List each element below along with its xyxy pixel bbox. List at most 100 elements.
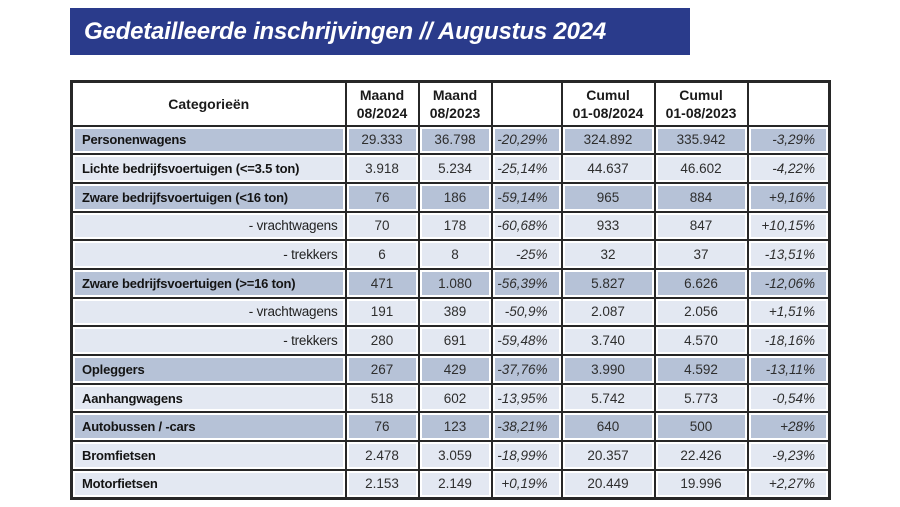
category-cell: Lichte bedrijfsvoertuigen (<=3.5 ton) [70, 153, 347, 184]
month-change-cell: -13,95% [490, 382, 563, 414]
cumul-change-cell: -13,51% [746, 239, 831, 270]
cumul-2023-cell: 22.426 [653, 440, 749, 471]
header-cumul-2024: Cumul 01-08/2024 [560, 80, 656, 127]
category-cell: - vrachtwagens [70, 296, 347, 328]
category-cell: Zware bedrijfsvoertuigen (<16 ton) [70, 181, 347, 213]
cumul-2024-cell: 324.892 [560, 124, 656, 156]
cumul-2024-cell: 640 [560, 411, 656, 443]
cumul-2023-cell: 6.626 [653, 267, 749, 299]
month-2024-cell: 6 [344, 239, 420, 270]
cumul-2023-cell: 335.942 [653, 124, 749, 156]
month-change-cell: -38,21% [490, 411, 563, 443]
cumul-change-cell: -4,22% [746, 153, 831, 184]
cumul-2023-cell: 500 [653, 411, 749, 443]
category-cell: - trekkers [70, 239, 347, 270]
cumul-2024-cell: 32 [560, 239, 656, 270]
month-2023-cell: 123 [417, 411, 493, 443]
month-2023-cell: 186 [417, 181, 493, 213]
table-row-motorfietsen: Motorfietsen 2.153 2.149 +0,19% 20.449 1… [70, 468, 831, 500]
category-cell: Aanhangwagens [70, 382, 347, 414]
cumul-2024-cell: 965 [560, 181, 656, 213]
cumul-change-cell: +28% [746, 411, 831, 443]
month-change-cell: -18,99% [490, 440, 563, 471]
table-row-bromfietsen: Bromfietsen 2.478 3.059 -18,99% 20.357 2… [70, 440, 831, 471]
header-cumul-2023: Cumul 01-08/2023 [653, 80, 749, 127]
category-cell: Autobussen / -cars [70, 411, 347, 443]
month-change-cell: -25% [490, 239, 563, 270]
month-2024-cell: 76 [344, 181, 420, 213]
month-2024-cell: 2.478 [344, 440, 420, 471]
cumul-change-cell: -13,11% [746, 354, 831, 385]
month-2023-cell: 8 [417, 239, 493, 270]
month-2023-cell: 1.080 [417, 267, 493, 299]
cumul-2023-cell: 46.602 [653, 153, 749, 184]
table-row-zware-bedrijfsvoertuigen-ge16: Zware bedrijfsvoertuigen (>=16 ton) 471 … [70, 267, 831, 299]
cumul-change-cell: -3,29% [746, 124, 831, 156]
cumul-2023-cell: 37 [653, 239, 749, 270]
table-row-lichte-bedrijfsvoertuigen: Lichte bedrijfsvoertuigen (<=3.5 ton) 3.… [70, 153, 831, 184]
table-row-personenwagens: Personenwagens 29.333 36.798 -20,29% 324… [70, 124, 831, 156]
month-2023-cell: 3.059 [417, 440, 493, 471]
cumul-2023-cell: 847 [653, 210, 749, 242]
month-change-cell: -60,68% [490, 210, 563, 242]
month-2023-cell: 389 [417, 296, 493, 328]
table-row-trekkers-ge16: - trekkers 280 691 -59,48% 3.740 4.570 -… [70, 325, 831, 356]
cumul-change-cell: +9,16% [746, 181, 831, 213]
month-2024-cell: 471 [344, 267, 420, 299]
cumul-change-cell: -9,23% [746, 440, 831, 471]
cumul-2023-cell: 2.056 [653, 296, 749, 328]
header-month-2024: Maand 08/2024 [344, 80, 420, 127]
category-cell: Personenwagens [70, 124, 347, 156]
category-cell: - vrachtwagens [70, 210, 347, 242]
header-month-2023: Maand 08/2023 [417, 80, 493, 127]
header-category: Categorieën [70, 80, 347, 127]
cumul-2024-cell: 44.637 [560, 153, 656, 184]
cumul-2023-cell: 4.570 [653, 325, 749, 356]
table-row-opleggers: Opleggers 267 429 -37,76% 3.990 4.592 -1… [70, 354, 831, 385]
month-2024-cell: 3.918 [344, 153, 420, 184]
month-2023-cell: 602 [417, 382, 493, 414]
category-cell: Opleggers [70, 354, 347, 385]
cumul-change-cell: +10,15% [746, 210, 831, 242]
cumul-change-cell: +1,51% [746, 296, 831, 328]
cumul-2023-cell: 4.592 [653, 354, 749, 385]
month-2024-cell: 29.333 [344, 124, 420, 156]
cumul-change-cell: +2,27% [746, 468, 831, 500]
cumul-change-cell: -12,06% [746, 267, 831, 299]
table-row-aanhangwagens: Aanhangwagens 518 602 -13,95% 5.742 5.77… [70, 382, 831, 414]
month-change-cell: -50,9% [490, 296, 563, 328]
cumul-2024-cell: 2.087 [560, 296, 656, 328]
month-2024-cell: 76 [344, 411, 420, 443]
month-2024-cell: 2.153 [344, 468, 420, 500]
header-cumul-change [746, 80, 831, 127]
month-change-cell: -20,29% [490, 124, 563, 156]
header-row: Categorieën Maand 08/2024 Maand 08/2023 Cu… [70, 80, 831, 127]
month-2024-cell: 280 [344, 325, 420, 356]
month-change-cell: +0,19% [490, 468, 563, 500]
category-cell: Bromfietsen [70, 440, 347, 471]
cumul-2024-cell: 5.742 [560, 382, 656, 414]
month-change-cell: -25,14% [490, 153, 563, 184]
month-change-cell: -59,14% [490, 181, 563, 213]
cumul-2024-cell: 3.740 [560, 325, 656, 356]
cumul-change-cell: -18,16% [746, 325, 831, 356]
cumul-2024-cell: 5.827 [560, 267, 656, 299]
table-row-trekkers-lt16: - trekkers 6 8 -25% 32 37 -13,51% [70, 239, 831, 270]
cumul-2023-cell: 5.773 [653, 382, 749, 414]
month-2024-cell: 70 [344, 210, 420, 242]
month-2023-cell: 429 [417, 354, 493, 385]
month-change-cell: -56,39% [490, 267, 563, 299]
cumul-2024-cell: 933 [560, 210, 656, 242]
table-row-vrachtwagens-ge16: - vrachtwagens 191 389 -50,9% 2.087 2.05… [70, 296, 831, 328]
page-title: Gedetailleerde inschrijvingen // Augustu… [84, 17, 607, 45]
header-month-change [490, 80, 563, 127]
registrations-table: Categorieën Maand 08/2024 Maand 08/2023 Cu… [70, 80, 831, 500]
category-cell: - trekkers [70, 325, 347, 356]
month-2023-cell: 691 [417, 325, 493, 356]
table-row-vrachtwagens-lt16: - vrachtwagens 70 178 -60,68% 933 847 +1… [70, 210, 831, 242]
cumul-2023-cell: 884 [653, 181, 749, 213]
table-row-zware-bedrijfsvoertuigen-lt16: Zware bedrijfsvoertuigen (<16 ton) 76 18… [70, 181, 831, 213]
cumul-2023-cell: 19.996 [653, 468, 749, 500]
registrations-table-container: Categorieën Maand 08/2024 Maand 08/2023 Cu… [70, 80, 831, 500]
title-banner: Gedetailleerde inschrijvingen // Augustu… [70, 8, 690, 55]
